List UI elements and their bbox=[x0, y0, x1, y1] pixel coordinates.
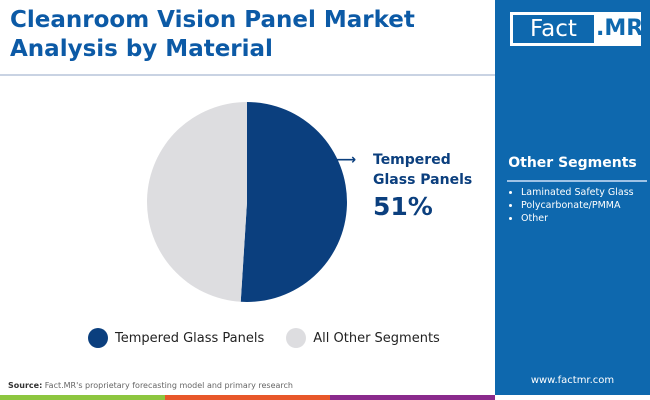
callout-value: 51% bbox=[373, 192, 433, 221]
source-label: Source: bbox=[8, 381, 43, 390]
stripe-orange bbox=[165, 395, 330, 400]
factmr-logo: Fact .MR bbox=[510, 12, 644, 46]
website-link[interactable]: www.factmr.com bbox=[530, 375, 615, 386]
source-note: Source: Fact.MR's proprietary forecastin… bbox=[8, 381, 293, 390]
legend-label-other: All Other Segments bbox=[313, 330, 440, 346]
title-divider bbox=[0, 74, 495, 76]
other-segments-heading: Other Segments bbox=[508, 155, 637, 171]
pie-slice-all-other-segments bbox=[147, 102, 247, 302]
legend-label-tempered: Tempered Glass Panels bbox=[115, 330, 265, 346]
stripe-purple bbox=[330, 395, 495, 400]
other-segments-divider bbox=[507, 180, 647, 182]
legend-swatch-tempered bbox=[88, 328, 108, 348]
callout-label: Tempered Glass Panels bbox=[373, 152, 473, 188]
pie-slice-tempered-glass-panels bbox=[240, 102, 348, 302]
segment-item: Other bbox=[521, 212, 634, 225]
source-text: Fact.MR's proprietary forecasting model … bbox=[42, 381, 294, 390]
legend-swatch-other bbox=[286, 328, 307, 348]
segment-item: Polycarbonate/PMMA bbox=[521, 199, 634, 212]
side-panel: Fact .MR Other Segments Laminated Safety… bbox=[495, 0, 650, 395]
segment-item: Laminated Safety Glass bbox=[521, 186, 634, 199]
logo-part1: Fact bbox=[513, 15, 594, 43]
stripe-green bbox=[0, 395, 165, 400]
callout-arrow-icon: ⟶ bbox=[336, 152, 357, 168]
logo-part2: .MR bbox=[596, 16, 644, 41]
pie-chart bbox=[147, 102, 348, 302]
page-title: Cleanroom Vision Panel Market Analysis b… bbox=[10, 7, 415, 62]
legend: Tempered Glass Panels All Other Segments bbox=[88, 328, 440, 348]
callout: ⟶ Tempered Glass Panels 51% bbox=[336, 150, 473, 224]
other-segments-list: Laminated Safety Glass Polycarbonate/PMM… bbox=[505, 186, 634, 225]
